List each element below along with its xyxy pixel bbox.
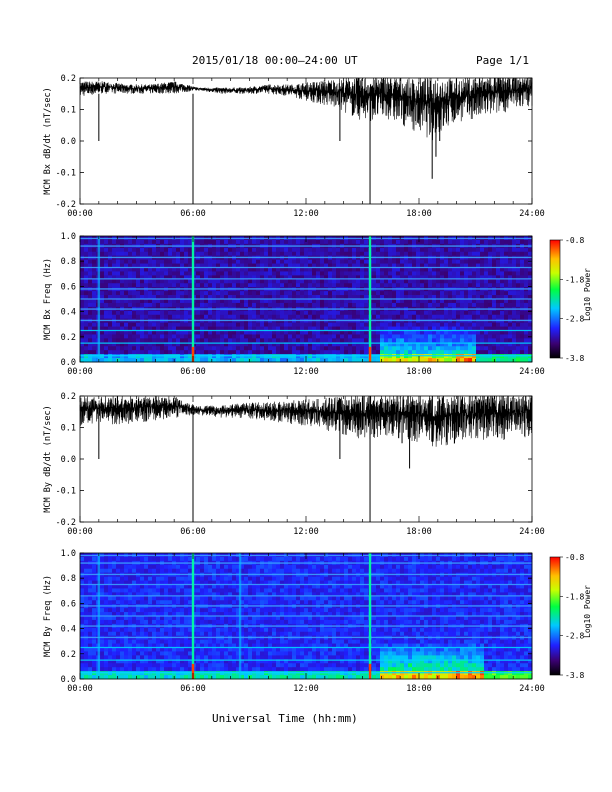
event-peak bbox=[368, 346, 372, 362]
colorbar-tick-label: -0.8 bbox=[565, 236, 584, 245]
x-tick-label: 12:00 bbox=[293, 527, 319, 537]
y-tick-label: 0.6 bbox=[61, 599, 76, 609]
y-tick-label: -0.2 bbox=[56, 518, 76, 528]
trace-path bbox=[79, 395, 533, 447]
trace-path bbox=[79, 77, 533, 141]
y-tick-label: -0.1 bbox=[56, 487, 76, 497]
y-tick-label: -0.2 bbox=[56, 200, 76, 210]
page-number: Page 1/1 bbox=[476, 54, 529, 67]
event-line bbox=[97, 236, 101, 362]
y-tick-label: 1.0 bbox=[61, 232, 76, 242]
x-tick-label: 24:00 bbox=[519, 527, 545, 537]
y-tick-label: 0.8 bbox=[61, 257, 76, 267]
x-tick-label: 06:00 bbox=[180, 367, 206, 377]
x-tick-label: 12:00 bbox=[293, 684, 319, 694]
event-line bbox=[191, 553, 195, 679]
y-tick-label: 0.6 bbox=[61, 282, 76, 292]
y-tick-label: 0.0 bbox=[61, 675, 76, 685]
x-axis-title: Universal Time (hh:mm) bbox=[212, 712, 358, 725]
panel-2: -0.8 -1.8 -2.8 -3.8 Log10 Power 1.0 0.8 0.6 0.4 0… bbox=[43, 232, 592, 377]
x-tick-label: 12:00 bbox=[293, 209, 319, 219]
x-tick-label: 12:00 bbox=[293, 367, 319, 377]
colorbar-label: Log10 Power bbox=[583, 585, 592, 638]
colorbar-tick-label: -2.8 bbox=[565, 315, 584, 324]
x-tick-label: 18:00 bbox=[406, 684, 432, 694]
y-tick-label: 0.2 bbox=[61, 392, 76, 402]
panel-4: -0.8 -1.8 -2.8 -3.8 Log10 Power 1.0 0.8 0.6 0.4 0… bbox=[43, 549, 592, 694]
event-peak bbox=[191, 346, 195, 362]
x-tick-label: 06:00 bbox=[180, 684, 206, 694]
colorbar bbox=[549, 556, 561, 676]
x-tick-label: 00:00 bbox=[67, 684, 93, 694]
colorbar bbox=[549, 239, 561, 359]
x-tick-label: 00:00 bbox=[67, 367, 93, 377]
y-tick-label: 0.4 bbox=[61, 625, 76, 635]
y-tick-label: -0.1 bbox=[56, 169, 76, 179]
x-tick-label: 00:00 bbox=[67, 527, 93, 537]
y-axis-label: MCM Bx dB/dt (nT/sec) bbox=[43, 87, 53, 194]
x-tick-label: 24:00 bbox=[519, 367, 545, 377]
colorbar-tick-label: -2.8 bbox=[565, 632, 584, 641]
x-tick-label: 18:00 bbox=[406, 527, 432, 537]
y-tick-label: 0.0 bbox=[61, 137, 76, 147]
panel-3: 0.2 0.1 0.0 -0.1 -0.200:00 06:00 12:00 18:00 24:… bbox=[43, 392, 545, 537]
panel-1: 0.2 0.1 0.0 -0.1 -0.200:00 06:00 12:00 18:00 24:… bbox=[43, 74, 545, 219]
page-title: 2015/01/18 00:00—24:00 UT bbox=[192, 54, 358, 67]
event-line bbox=[368, 236, 372, 362]
y-tick-label: 1.0 bbox=[61, 549, 76, 559]
y-tick-label: 0.0 bbox=[61, 455, 76, 465]
x-tick-label: 06:00 bbox=[180, 527, 206, 537]
event-peak bbox=[191, 663, 195, 679]
dbdt-trace bbox=[79, 395, 533, 522]
y-tick-label: 0.2 bbox=[61, 650, 76, 660]
event-line bbox=[97, 553, 101, 679]
x-tick-label: 18:00 bbox=[406, 209, 432, 219]
y-axis-label: MCM By Freq (Hz) bbox=[43, 575, 53, 657]
colorbar-tick-label: -1.8 bbox=[565, 592, 584, 601]
colorbar-tick-label: -3.8 bbox=[565, 671, 584, 680]
colorbar-label: Log10 Power bbox=[583, 268, 592, 321]
colorbar-tick-label: -1.8 bbox=[565, 275, 584, 284]
event-line bbox=[191, 236, 195, 362]
y-tick-label: 0.2 bbox=[61, 333, 76, 343]
event-line bbox=[238, 553, 242, 679]
event-line bbox=[368, 553, 372, 679]
y-tick-label: 0.8 bbox=[61, 574, 76, 584]
y-tick-label: 0.2 bbox=[61, 74, 76, 84]
y-axis-label: MCM Bx Freq (Hz) bbox=[43, 258, 53, 340]
y-tick-label: 0.4 bbox=[61, 308, 76, 318]
y-axis-label: MCM By dB/dt (nT/sec) bbox=[43, 405, 53, 512]
y-tick-label: 0.1 bbox=[61, 424, 76, 434]
colorbar-tick-label: -3.8 bbox=[565, 354, 584, 363]
x-tick-label: 06:00 bbox=[180, 209, 206, 219]
event-peak bbox=[368, 663, 372, 679]
dbdt-trace bbox=[79, 77, 533, 204]
x-tick-label: 24:00 bbox=[519, 684, 545, 694]
x-tick-label: 18:00 bbox=[406, 367, 432, 377]
y-tick-label: 0.1 bbox=[61, 106, 76, 116]
y-tick-label: 0.0 bbox=[61, 358, 76, 368]
x-tick-label: 24:00 bbox=[519, 209, 545, 219]
colorbar-tick-label: -0.8 bbox=[565, 553, 584, 562]
x-tick-label: 00:00 bbox=[67, 209, 93, 219]
